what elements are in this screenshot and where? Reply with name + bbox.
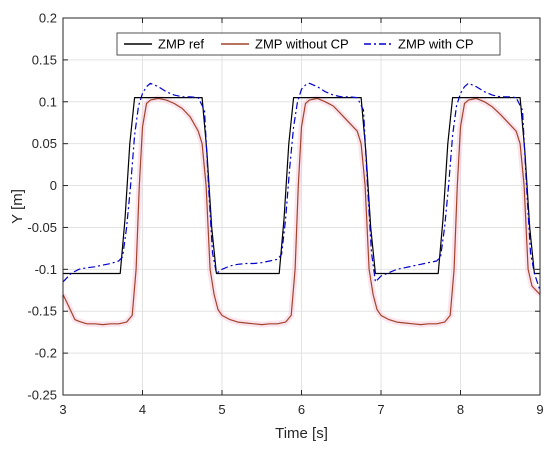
y-tick-label: -0.15 <box>27 304 57 319</box>
x-tick-label: 8 <box>457 402 464 417</box>
x-tick-label: 5 <box>218 402 225 417</box>
series-line-zmp-without-cp <box>62 97 541 326</box>
x-tick-label: 6 <box>298 402 305 417</box>
y-tick-label: -0.2 <box>35 346 57 361</box>
legend-label: ZMP with CP <box>398 37 474 52</box>
y-tick-label: -0.25 <box>27 388 57 403</box>
y-tick-label: 0.05 <box>32 136 57 151</box>
x-tick-label: 9 <box>536 402 543 417</box>
y-tick-label: 0.2 <box>39 11 57 26</box>
y-axis-title: Y [m] <box>9 189 26 224</box>
legend: ZMP ref ZMP without CP ZMP with CP <box>116 32 501 56</box>
x-tick-label: 3 <box>59 402 66 417</box>
y-tick-label: 0.1 <box>39 94 57 109</box>
legend-label: ZMP without CP <box>255 37 349 52</box>
y-tick-label: -0.1 <box>35 262 57 277</box>
series-line-zmp-ref <box>63 96 540 275</box>
x-tick-labels: 3 4 5 6 7 8 9 <box>59 402 543 417</box>
x-axis-title: Time [s] <box>275 425 328 442</box>
y-tick-label: 0 <box>50 178 57 193</box>
x-tick-label: 7 <box>377 402 384 417</box>
legend-label: ZMP ref <box>158 37 204 52</box>
series-line-zmp-with-cp <box>62 82 541 291</box>
y-tick-labels: -0.25 -0.2 -0.15 -0.1 -0.05 0 0.05 0.1 0.15 0.2 <box>27 11 57 403</box>
legend-box <box>116 32 501 56</box>
axis-ticks <box>62 17 541 396</box>
y-tick-label: 0.15 <box>32 52 57 67</box>
y-tick-label: -0.05 <box>27 220 57 235</box>
x-tick-label: 4 <box>139 402 146 417</box>
series-lines <box>60 82 543 328</box>
